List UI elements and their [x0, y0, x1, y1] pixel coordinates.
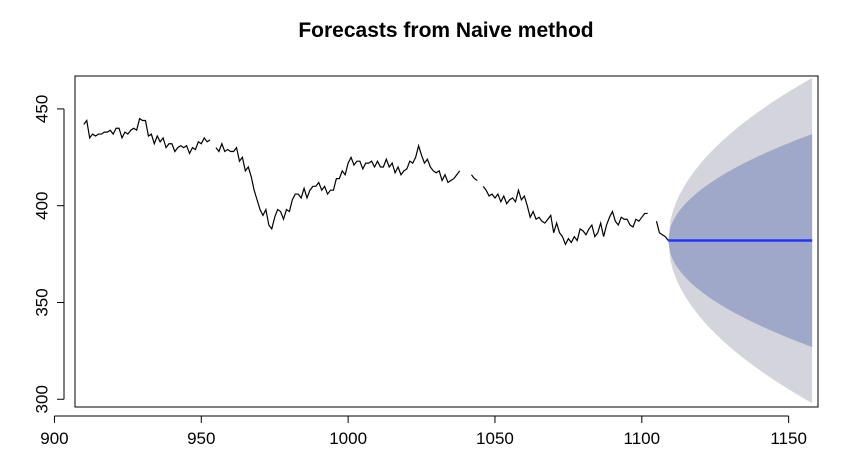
chart-title: Forecasts from Naive method: [298, 19, 593, 42]
y-tick-label: 450: [32, 95, 51, 123]
y-axis: 300 350 400 450: [32, 95, 65, 413]
x-tick-label: 950: [187, 429, 215, 448]
plot-area-frame: [74, 75, 819, 408]
history-series: [83, 117, 669, 246]
x-tick-label: 1000: [329, 429, 367, 448]
x-axis: 900 950 1000 1050 1100 1150: [40, 415, 807, 448]
x-tick-label: 1100: [624, 429, 661, 448]
x-tick-label: 900: [40, 429, 68, 448]
y-tick-label: 350: [32, 288, 51, 316]
history-line-segment: [83, 117, 211, 155]
history-line-segment: [215, 142, 461, 231]
y-tick-label: 300: [32, 385, 51, 413]
x-tick-label: 1150: [770, 429, 807, 448]
history-line-segment: [470, 174, 478, 182]
y-tick-label: 400: [32, 192, 51, 220]
history-line-segment: [482, 185, 648, 246]
history-line-segment: [655, 221, 669, 241]
x-tick-label: 1050: [476, 429, 514, 448]
